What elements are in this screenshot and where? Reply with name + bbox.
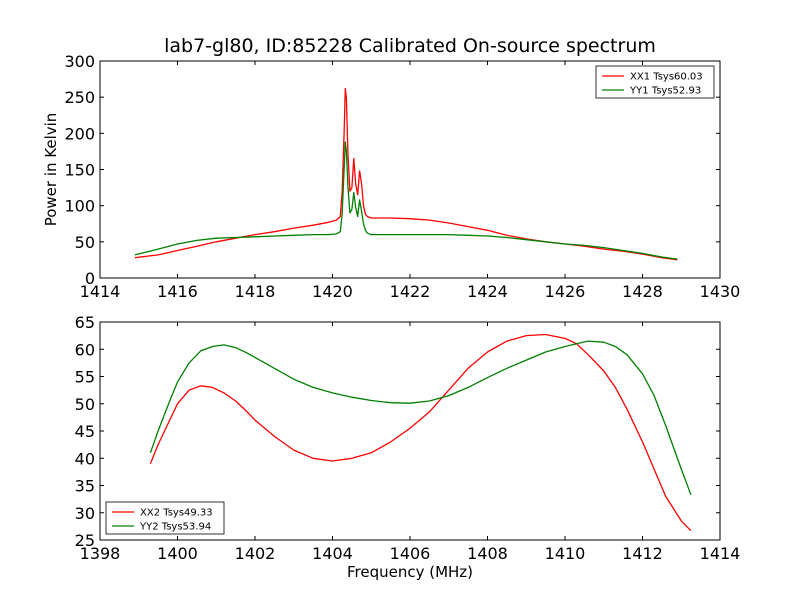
x-axis-label: Frequency (MHz) <box>347 563 473 581</box>
x-tick-label: 1414 <box>80 282 121 301</box>
y-tick-label: 50 <box>75 395 95 414</box>
x-tick-label: 1416 <box>157 282 198 301</box>
x-tick-label: 1418 <box>235 282 276 301</box>
x-tick-label: 1412 <box>622 544 663 563</box>
x-tick-label: 1426 <box>545 282 586 301</box>
x-tick-label: 1406 <box>390 544 431 563</box>
x-tick-label: 1424 <box>467 282 508 301</box>
y-tick-label: 35 <box>75 477 95 496</box>
y-axis-label: Power in Kelvin <box>42 113 60 227</box>
x-tick-label: 1398 <box>80 544 121 563</box>
y-tick-label: 0 <box>85 269 95 288</box>
x-tick-label: 1402 <box>235 544 276 563</box>
legend-box <box>105 501 225 535</box>
legend-entry: XX2 Tsys49.33 <box>140 508 213 519</box>
x-tick-label: 1422 <box>390 282 431 301</box>
y-tick-label: 65 <box>75 313 95 332</box>
legend-2: XX2 Tsys49.33 YY2 Tsys53.94 <box>105 501 225 535</box>
legend-entry: XX1 Tsys60.03 <box>630 72 703 83</box>
x-tick-label: 1420 <box>312 282 353 301</box>
y-tick-label: 200 <box>64 124 95 143</box>
y-tick-label: 250 <box>64 88 95 107</box>
x-tick-label: 1414 <box>700 544 741 563</box>
legend-1: XX1 Tsys60.03 YY1 Tsys52.93 <box>595 65 715 99</box>
y-tick-label: 45 <box>75 422 95 441</box>
x-tick-label: 1404 <box>312 544 353 563</box>
y-tick-label: 60 <box>75 340 95 359</box>
figure-title: lab7-gl80, ID:85228 Calibrated On-source… <box>164 35 656 57</box>
y-tick-label: 40 <box>75 449 95 468</box>
legend-entry: YY2 Tsys53.94 <box>139 522 211 533</box>
y-tick-label: 25 <box>75 531 95 550</box>
chart-panel-2: 1398 1400 1402 1404 1406 1408 1410 1412 1414 25 30… <box>75 313 741 581</box>
y-tick-label: 50 <box>75 233 95 252</box>
x-tick-label: 1430 <box>700 282 741 301</box>
chart-panel-1: 1414 1416 1418 1420 1422 1424 1426 1428 1430 0 50 1… <box>42 52 740 301</box>
legend-box <box>595 65 715 99</box>
series-line-1-2 <box>134 141 678 260</box>
x-tick-label: 1410 <box>545 544 586 563</box>
series-line-2-1 <box>149 333 692 532</box>
legend-entry: YY1 Tsys52.93 <box>629 86 701 97</box>
x-tick-label: 1428 <box>622 282 663 301</box>
x-tick-label: 1408 <box>467 544 508 563</box>
series-line-2-2 <box>149 340 692 496</box>
y-tick-label: 55 <box>75 368 95 387</box>
y-tick-label: 30 <box>75 504 95 523</box>
chart-panels: 1414 1416 1418 1420 1422 1424 1426 1428 14300501… <box>42 52 740 581</box>
x-tick-label: 1400 <box>157 544 198 563</box>
y-tick-label: 100 <box>64 197 95 216</box>
y-tick-label: 300 <box>64 52 95 71</box>
y-tick-label: 150 <box>64 161 95 180</box>
